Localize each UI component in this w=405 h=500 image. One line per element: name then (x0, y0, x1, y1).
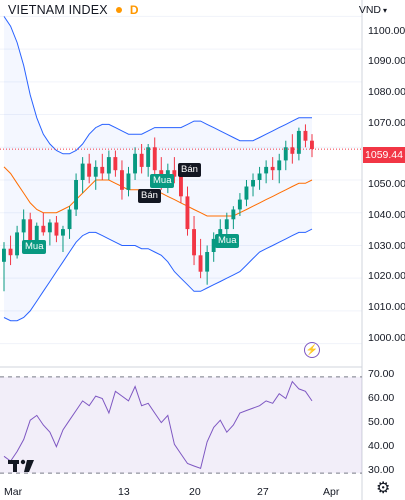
candle-up[interactable] (277, 160, 282, 171)
rsi-axis-label: 40.00 (368, 440, 395, 452)
candle-down[interactable] (120, 170, 124, 190)
time-label: Apr (323, 486, 340, 498)
price-label: 1010.00 (368, 301, 405, 313)
candle-up[interactable] (80, 163, 85, 180)
candle-up[interactable] (205, 252, 210, 272)
candle-up[interactable] (2, 248, 6, 262)
candle-up[interactable] (61, 229, 65, 236)
candle-up[interactable] (146, 147, 151, 167)
candle-up[interactable] (126, 173, 131, 190)
candle-down[interactable] (303, 130, 308, 141)
candle-up[interactable] (211, 238, 216, 252)
candle-down[interactable] (100, 166, 105, 174)
lightning-icon[interactable]: ⚡ (304, 342, 320, 358)
price-label: 1000.00 (368, 332, 405, 344)
chevron-down-icon: ▾ (382, 5, 387, 15)
candle-down[interactable] (310, 140, 314, 150)
candle-down[interactable] (139, 153, 144, 167)
price-label: 1090.00 (368, 55, 405, 67)
candle-down[interactable] (179, 176, 183, 197)
candle-down[interactable] (113, 157, 118, 171)
price-label: 1040.00 (368, 209, 405, 221)
candle-down[interactable] (87, 163, 92, 177)
price-label: 1030.00 (368, 240, 405, 252)
candle-up[interactable] (244, 186, 249, 200)
rsi-axis-label: 70.00 (368, 368, 395, 380)
candle-up[interactable] (237, 199, 242, 210)
symbol-header[interactable]: VIETNAM INDEX D (8, 3, 139, 17)
interval-badge[interactable]: D (129, 3, 139, 17)
rsi-axis-label: 60.00 (368, 392, 395, 404)
price-label: 1080.00 (368, 86, 405, 98)
candle-down[interactable] (198, 255, 203, 272)
time-label: 20 (189, 486, 201, 498)
rsi-band-background (0, 376, 362, 474)
time-label: 13 (118, 486, 130, 498)
buy-signal-label[interactable]: Mua (22, 240, 47, 254)
currency-label: VND (358, 4, 381, 16)
candle-up[interactable] (93, 166, 98, 177)
bollinger-lower-band (3, 228, 313, 322)
sell-signal-label[interactable]: Bán (178, 163, 201, 177)
candle-down[interactable] (185, 196, 190, 230)
rsi-axis-label: 50.00 (368, 416, 395, 428)
buy-signal-label[interactable]: Mua (215, 234, 240, 248)
rsi-line (3, 380, 313, 470)
candle-down[interactable] (152, 147, 157, 171)
candle-up[interactable] (47, 222, 52, 233)
candle-down[interactable] (270, 166, 275, 171)
candle-down[interactable] (192, 229, 196, 256)
price-label: 1100.00 (368, 25, 405, 37)
candle-up[interactable] (34, 225, 39, 243)
price-label: 1020.00 (368, 270, 405, 282)
candle-up[interactable] (106, 157, 111, 174)
symbol-name[interactable]: VIETNAM INDEX (8, 3, 108, 17)
candle-up[interactable] (296, 130, 301, 154)
sell-signal-label[interactable]: Bán (138, 189, 161, 203)
candle-up[interactable] (133, 153, 137, 174)
candle-up[interactable] (224, 219, 229, 230)
currency-selector[interactable]: VND ▾ (359, 4, 387, 16)
candle-down[interactable] (41, 225, 46, 233)
gear-icon[interactable]: ⚙ (376, 480, 391, 497)
candle-up[interactable] (264, 166, 269, 174)
buy-signal-label[interactable]: Mua (150, 174, 175, 188)
rsi-axis-label: 30.00 (368, 464, 395, 476)
candle-up[interactable] (231, 209, 236, 220)
candle-up[interactable] (283, 147, 288, 161)
time-label: Mar (4, 486, 23, 498)
current-price-tag: 1059.44 (363, 147, 405, 163)
candle-up[interactable] (74, 180, 78, 210)
candle-up[interactable] (67, 209, 72, 230)
time-label: 27 (257, 486, 269, 498)
price-label: 1070.00 (368, 117, 405, 129)
candle-up[interactable] (257, 173, 262, 181)
candle-down[interactable] (54, 222, 59, 236)
candle-down[interactable] (290, 147, 295, 154)
price-label: 1050.00 (368, 178, 405, 190)
candle-up[interactable] (251, 180, 255, 187)
candle-up[interactable] (15, 232, 19, 256)
candle-down[interactable] (28, 219, 33, 243)
candle-up[interactable] (21, 219, 26, 233)
market-status-dot (115, 7, 122, 13)
logo-mark (8, 459, 34, 472)
candle-down[interactable] (8, 248, 13, 256)
candles-group (2, 124, 314, 292)
tradingview-logo[interactable] (8, 458, 36, 479)
candle-down[interactable] (172, 170, 177, 177)
bollinger-upper-band (3, 16, 312, 155)
